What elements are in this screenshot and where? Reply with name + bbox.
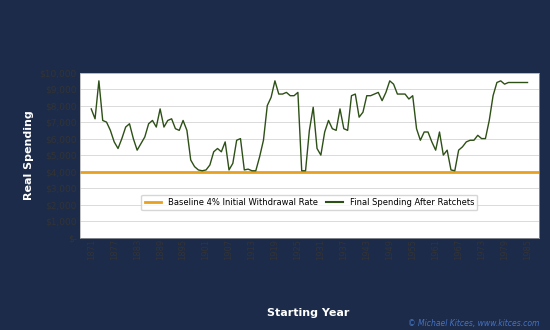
Text: © Michael Kitces, www.kitces.com: © Michael Kitces, www.kitces.com xyxy=(408,319,539,328)
Text: Starting Year: Starting Year xyxy=(267,309,349,318)
Legend: Baseline 4% Initial Withdrawal Rate, Final Spending After Ratchets: Baseline 4% Initial Withdrawal Rate, Fin… xyxy=(141,195,477,210)
Y-axis label: Real Spending: Real Spending xyxy=(24,110,34,200)
Text: FINAL REAL SPENDING AFTER 30 YEARS:
BASELINE VS. RACHET SCENARIOS: FINAL REAL SPENDING AFTER 30 YEARS: BASE… xyxy=(140,23,410,51)
